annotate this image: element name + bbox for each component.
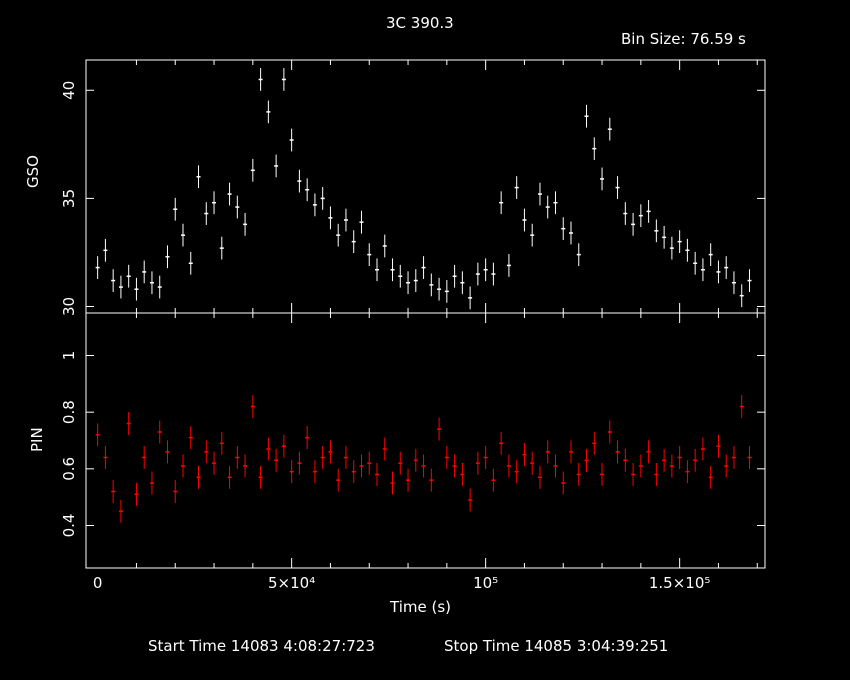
y-tick-label: 1 — [60, 351, 78, 361]
gso-axis-label: GSO — [24, 155, 42, 188]
y-tick-label: 35 — [60, 189, 78, 208]
y-tick-label: 0.4 — [60, 514, 78, 538]
x-tick-label: 10⁵ — [473, 574, 498, 592]
pin-frame — [85, 312, 766, 569]
bin-size-label: Bin Size: 76.59 s — [621, 30, 746, 48]
y-tick-label: 40 — [60, 81, 78, 100]
y-tick-label: 30 — [60, 297, 78, 316]
x-tick-label: 5×10⁴ — [268, 574, 315, 592]
stop-time-label: Stop Time 14085 3:04:39:251 — [444, 637, 669, 655]
y-tick-label: 0.6 — [60, 457, 78, 481]
x-tick-label: 1.5×10⁵ — [649, 574, 711, 592]
pin-panel: 0.4 0.6 0.8 1 0 5×10⁴ 10⁵ 1.5×10⁵ — [60, 313, 765, 592]
chart-title: 3C 390.3 — [386, 14, 454, 32]
panel-frames — [85, 59, 766, 569]
y-tick-label: 0.8 — [60, 400, 78, 424]
pin-axis-label: PIN — [28, 427, 46, 452]
gso-panel: 30 35 40 — [60, 60, 765, 316]
x-tick-label: 0 — [93, 574, 103, 592]
start-time-label: Start Time 14083 4:08:27:723 — [148, 637, 375, 655]
x-axis-label: Time (s) — [390, 598, 451, 616]
